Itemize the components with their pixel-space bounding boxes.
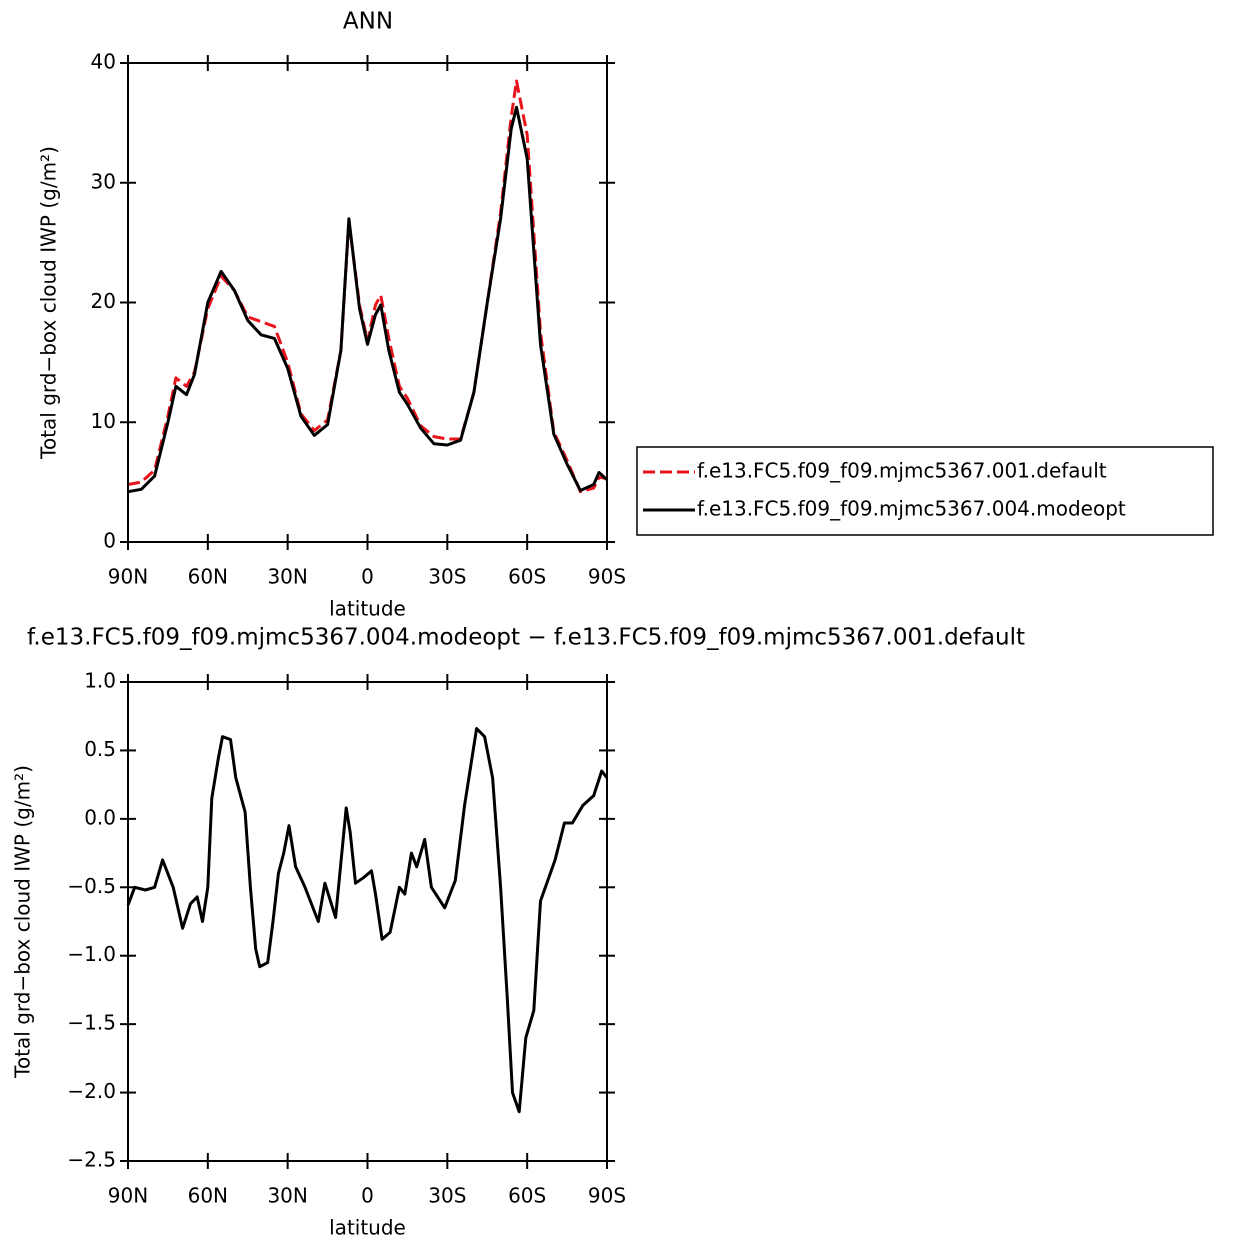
legend-box: [636, 446, 1214, 536]
x-tick-label: 90S: [588, 565, 626, 589]
legend-label: f.e13.FC5.f09_f09.mjmc5367.001.default: [697, 459, 1107, 483]
series-line: [127, 79, 608, 494]
y-tick-label: 0.0: [84, 805, 116, 829]
x-tick-label: 90S: [588, 1184, 626, 1208]
y-tick-label: −2.5: [67, 1148, 116, 1172]
series-line: [127, 105, 609, 494]
y-tick-label: 20: [91, 289, 116, 313]
y-axis-label: Total grd−box cloud IWP (g/m²): [11, 765, 35, 1079]
plot-frame: [127, 681, 608, 1162]
plot-frame: [127, 62, 608, 543]
y-tick-label: −1.0: [67, 942, 116, 966]
y-tick-label: 30: [91, 169, 116, 193]
y-axis-label: Total grd−box cloud IWP (g/m²): [37, 146, 61, 460]
x-axis-label: latitude: [329, 597, 406, 621]
y-tick-label: −0.5: [67, 874, 116, 898]
x-tick-label: 90N: [108, 565, 148, 589]
x-tick-label: 30N: [267, 565, 307, 589]
y-tick-label: −1.5: [67, 1011, 116, 1035]
x-tick-label: 60N: [188, 565, 228, 589]
y-tick-label: 10: [91, 409, 116, 433]
x-tick-label: 0: [361, 565, 374, 589]
y-tick-label: 0.5: [84, 737, 116, 761]
y-tick-label: −2.0: [67, 1079, 116, 1103]
x-tick-label: 30S: [428, 565, 466, 589]
x-tick-label: 60S: [508, 565, 546, 589]
chart-title: ANN: [343, 9, 393, 35]
chart-title: f.e13.FC5.f09_f09.mjmc5367.004.modeopt −…: [27, 625, 1025, 651]
x-tick-label: 30N: [267, 1184, 307, 1208]
x-tick-label: 60N: [188, 1184, 228, 1208]
y-tick-label: 1.0: [84, 669, 116, 693]
y-tick-label: 0: [103, 529, 116, 553]
x-tick-label: 60S: [508, 1184, 546, 1208]
x-tick-label: 90N: [108, 1184, 148, 1208]
y-tick-label: 40: [91, 50, 116, 74]
legend-label: f.e13.FC5.f09_f09.mjmc5367.004.modeopt: [697, 497, 1126, 521]
series-line: [126, 727, 609, 1114]
x-tick-label: 30S: [428, 1184, 466, 1208]
x-axis-label: latitude: [329, 1216, 406, 1240]
x-tick-label: 0: [361, 1184, 374, 1208]
